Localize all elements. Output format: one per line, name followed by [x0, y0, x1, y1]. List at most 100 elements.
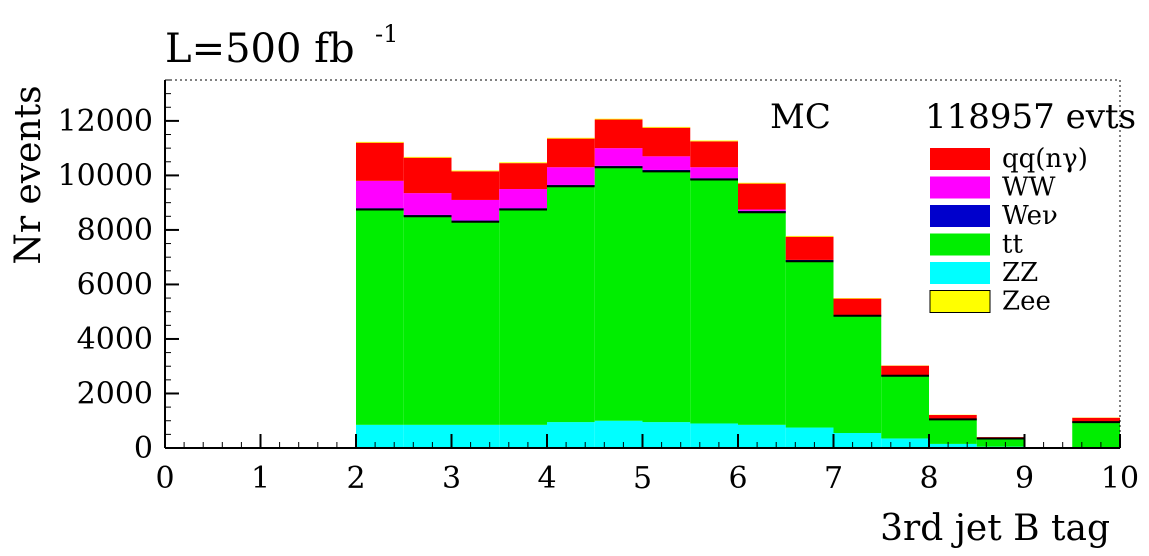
legend-label: Zee [1002, 287, 1051, 317]
bar-ZZ-bin-0 [356, 424, 404, 448]
bar-tt-bin-4 [547, 186, 595, 423]
y-tick-label: 8000 [77, 213, 153, 248]
bar-ZZ-bin-4 [547, 422, 595, 448]
x-tick-label: 5 [633, 461, 652, 496]
bar-WW-bin-3 [499, 189, 547, 209]
y-tick-label: 10000 [58, 158, 153, 193]
annotation-event-count: 118957 evts [925, 97, 1136, 137]
y-tick-label: 6000 [77, 267, 153, 302]
bar-qqn-bin-5 [594, 119, 643, 149]
bar-Zee-bin-8 [738, 182, 786, 184]
legend-label: Weν [1002, 201, 1058, 231]
x-tick-label: 8 [919, 461, 938, 496]
x-tick-label: 10 [1101, 461, 1139, 496]
legend-swatch [930, 233, 990, 256]
bar-qqn-bin-9 [785, 236, 834, 260]
bar-Zee-bin-2 [451, 170, 500, 172]
bar-ZZ-bin-9 [785, 427, 834, 448]
chart-title-superscript: -1 [375, 20, 398, 48]
bar-ZZ-bin-7 [690, 423, 738, 448]
legend-label: tt [1002, 230, 1023, 260]
bar-Zee-bin-9 [785, 235, 834, 237]
bar-qqn-bin-8 [738, 183, 786, 210]
bar-ZZ-bin-5 [594, 420, 643, 448]
bar-WW-bin-7 [690, 167, 738, 179]
bar-tt-bin-5 [594, 167, 643, 421]
bar-qqn-bin-15 [1072, 417, 1120, 422]
legend-label: qq(nγ) [1002, 144, 1088, 174]
x-tick-label: 7 [824, 461, 843, 496]
x-tick-label: 9 [1015, 461, 1034, 496]
bar-tt-bin-10 [833, 315, 882, 434]
y-axis-label: Nr events [8, 85, 49, 264]
bar-qqn-bin-1 [403, 157, 452, 194]
bar-qqn-bin-12 [929, 415, 977, 420]
bar-ZZ-bin-6 [642, 422, 691, 448]
bar-Zee-bin-10 [833, 298, 882, 299]
annotation-mc: MC [770, 97, 831, 137]
y-tick-label: 12000 [58, 104, 153, 139]
bar-tt-bin-13 [976, 438, 1025, 447]
bar-ZZ-bin-12 [929, 443, 977, 448]
chart-title: L=500 fb [165, 26, 355, 72]
bar-ZZ-bin-11 [881, 438, 929, 448]
x-tick-label: 6 [728, 461, 747, 496]
bar-qqn-bin-3 [499, 163, 547, 190]
bar-tt-bin-7 [690, 179, 738, 424]
x-tick-label: 0 [155, 461, 174, 496]
legend-swatch [930, 176, 990, 199]
plot-area [356, 118, 1120, 448]
bar-ZZ-bin-1 [403, 424, 452, 448]
bar-WW-bin-4 [547, 167, 595, 185]
axes: 0 1 2 3 4 5 6 7 8 9 10 0 2000 4000 6000 8000 10000 12000 [58, 79, 1139, 496]
bar-tt-bin-2 [451, 221, 500, 425]
bar-tt-bin-0 [356, 209, 404, 425]
bar-WW-bin-1 [403, 193, 452, 215]
bar-qqn-bin-2 [451, 171, 500, 200]
bar-Zee-bin-0 [356, 141, 404, 143]
bar-Zee-bin-6 [642, 126, 691, 128]
bar-Zee-bin-1 [403, 156, 452, 158]
x-axis-label: 3rd jet B tag [880, 508, 1110, 549]
bar-qqn-bin-11 [881, 365, 929, 376]
bar-WW-bin-0 [356, 180, 404, 209]
bar-qqn-bin-4 [547, 138, 595, 168]
bar-ZZ-bin-3 [499, 424, 547, 448]
bar-tt-bin-6 [642, 171, 691, 423]
bar-tt-bin-9 [785, 261, 834, 428]
bar-qqn-bin-0 [356, 142, 404, 181]
x-tick-label: 2 [346, 461, 365, 496]
bar-ZZ-bin-8 [738, 424, 786, 448]
bar-qqn-bin-10 [833, 298, 882, 315]
bar-qqn-bin-6 [642, 127, 691, 157]
bar-tt-bin-1 [403, 216, 452, 425]
x-tick-label: 4 [537, 461, 556, 496]
x-tick-label: 3 [442, 461, 461, 496]
x-tick-label: 1 [251, 461, 270, 496]
legend-swatch [930, 262, 990, 284]
legend-label: WW [1002, 173, 1056, 203]
bar-tt-bin-12 [929, 419, 977, 444]
bar-ZZ-bin-10 [833, 433, 882, 448]
y-tick-label: 0 [134, 431, 153, 466]
chart-text: L=500 fb -1 Nr events 3rd jet B tag MC 118957… [8, 20, 1136, 549]
bar-Zee-bin-3 [499, 162, 547, 164]
bar-tt-bin-3 [499, 209, 547, 425]
bar-tt-bin-15 [1072, 422, 1120, 448]
bar-qqn-bin-7 [690, 141, 738, 168]
legend-swatch [930, 148, 990, 170]
legend-label: ZZ [1002, 258, 1038, 288]
bar-ZZ-bin-2 [451, 424, 500, 448]
bar-Zee-bin-5 [594, 118, 643, 120]
bar-WW-bin-6 [642, 156, 691, 170]
y-tick-label: 2000 [77, 376, 153, 411]
bar-WW-bin-8 [738, 209, 786, 211]
y-tick-label: 4000 [77, 322, 153, 357]
bar-tt-bin-11 [881, 375, 929, 439]
legend-swatch [929, 290, 991, 313]
bar-WW-bin-2 [451, 199, 500, 221]
legend-swatch [930, 205, 990, 227]
bar-WW-bin-5 [594, 148, 643, 166]
